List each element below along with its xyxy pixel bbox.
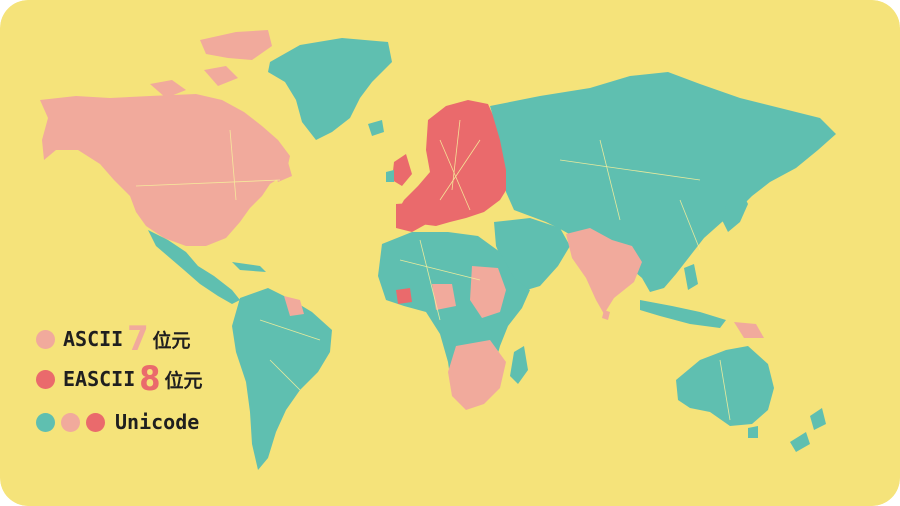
ascii-bits: 7	[127, 319, 149, 359]
region-arctic-island-3	[204, 66, 238, 86]
region-central-africa	[470, 266, 506, 318]
ascii-name: ASCII	[63, 327, 124, 351]
eascii-name: EASCII	[63, 367, 136, 391]
region-west-africa-2	[432, 284, 456, 310]
region-philippines	[684, 264, 698, 290]
ascii-unit: 位元	[152, 329, 191, 352]
unicode-name: Unicode	[115, 410, 200, 434]
region-tasmania	[748, 426, 758, 438]
region-new-zealand	[810, 408, 826, 430]
region-arctic-islands	[200, 30, 272, 60]
region-iberia	[396, 202, 430, 232]
region-ireland	[386, 170, 394, 182]
legend-unicode: Unicode	[36, 410, 199, 434]
region-caribbean	[232, 262, 266, 272]
border-lines	[135, 119, 731, 421]
region-guyana	[284, 296, 304, 316]
region-japan	[722, 188, 748, 232]
region-europe	[396, 100, 510, 228]
region-indonesia	[640, 300, 726, 328]
region-papua	[734, 322, 764, 338]
region-india	[566, 228, 642, 314]
region-arctic-island-2	[150, 80, 186, 98]
unicode-dot-red	[86, 412, 105, 432]
region-madagascar	[510, 346, 528, 384]
region-australia	[676, 346, 774, 426]
region-north-america	[40, 94, 290, 246]
legend-ascii: ASCII 7 位元	[36, 322, 191, 356]
ascii-dot	[36, 329, 55, 349]
region-south-america	[232, 288, 332, 470]
region-southern-africa	[448, 340, 506, 410]
region-new-zealand-south	[790, 432, 810, 452]
unicode-dot-pink	[61, 412, 80, 432]
region-uk	[392, 154, 412, 186]
eascii-unit: 位元	[164, 369, 203, 392]
region-west-africa-1	[396, 288, 412, 304]
region-newfoundland	[272, 162, 292, 182]
region-central-america	[148, 230, 240, 304]
region-sri-lanka	[602, 310, 610, 320]
eascii-bits: 8	[139, 359, 161, 399]
region-greenland	[268, 38, 392, 140]
region-iceland	[368, 120, 384, 136]
region-middle-east	[494, 218, 570, 292]
unicode-dot-teal	[36, 412, 55, 432]
legend-eascii: EASCII 8 位元	[36, 362, 203, 396]
eascii-dot	[36, 369, 55, 389]
